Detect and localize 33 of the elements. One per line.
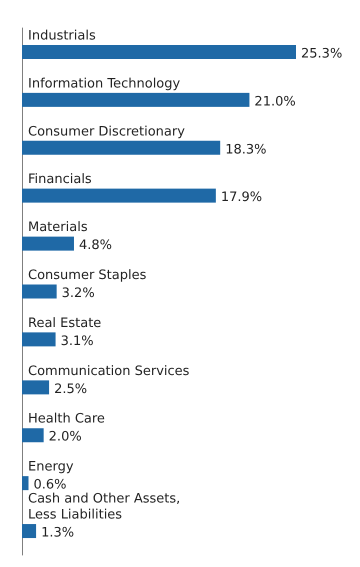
y-tick-label: Information Technology xyxy=(28,76,181,92)
data-label: 17.9% xyxy=(220,190,262,206)
y-tick-label: Materials xyxy=(28,220,88,236)
data-label: 25.3% xyxy=(301,46,342,62)
data-label: 3.2% xyxy=(62,286,95,301)
bar xyxy=(22,476,28,490)
y-tick-label: Health Care xyxy=(28,412,105,427)
bar xyxy=(22,428,44,442)
data-label: 1.3% xyxy=(41,526,74,541)
y-tick-label: Financials xyxy=(28,172,92,188)
data-label: 21.0% xyxy=(254,94,296,110)
y-tick-label: Consumer Staples xyxy=(28,268,147,283)
bar xyxy=(22,140,220,155)
bar xyxy=(22,332,56,346)
y-tick-label: Cash and Other Assets, Less Liabilities xyxy=(28,492,184,523)
bar xyxy=(22,92,250,107)
data-label: 2.5% xyxy=(54,382,88,397)
y-tick-label: Industrials xyxy=(28,28,96,44)
y-tick-label: Energy xyxy=(28,460,74,475)
y-tick-label: Real Estate xyxy=(28,316,102,331)
data-label: 4.8% xyxy=(78,238,112,254)
data-label: 2.0% xyxy=(48,430,82,445)
bar xyxy=(22,44,296,59)
bar xyxy=(22,284,57,298)
bar xyxy=(22,188,216,203)
data-label: 0.6% xyxy=(34,478,67,493)
bar xyxy=(22,236,74,251)
y-tick-label: Communication Services xyxy=(28,364,190,379)
bar xyxy=(22,380,50,394)
y-tick-label: Consumer Discretionary xyxy=(28,124,186,140)
data-label: 18.3% xyxy=(225,142,266,158)
data-label: 3.1% xyxy=(60,334,94,349)
bar xyxy=(22,524,36,538)
